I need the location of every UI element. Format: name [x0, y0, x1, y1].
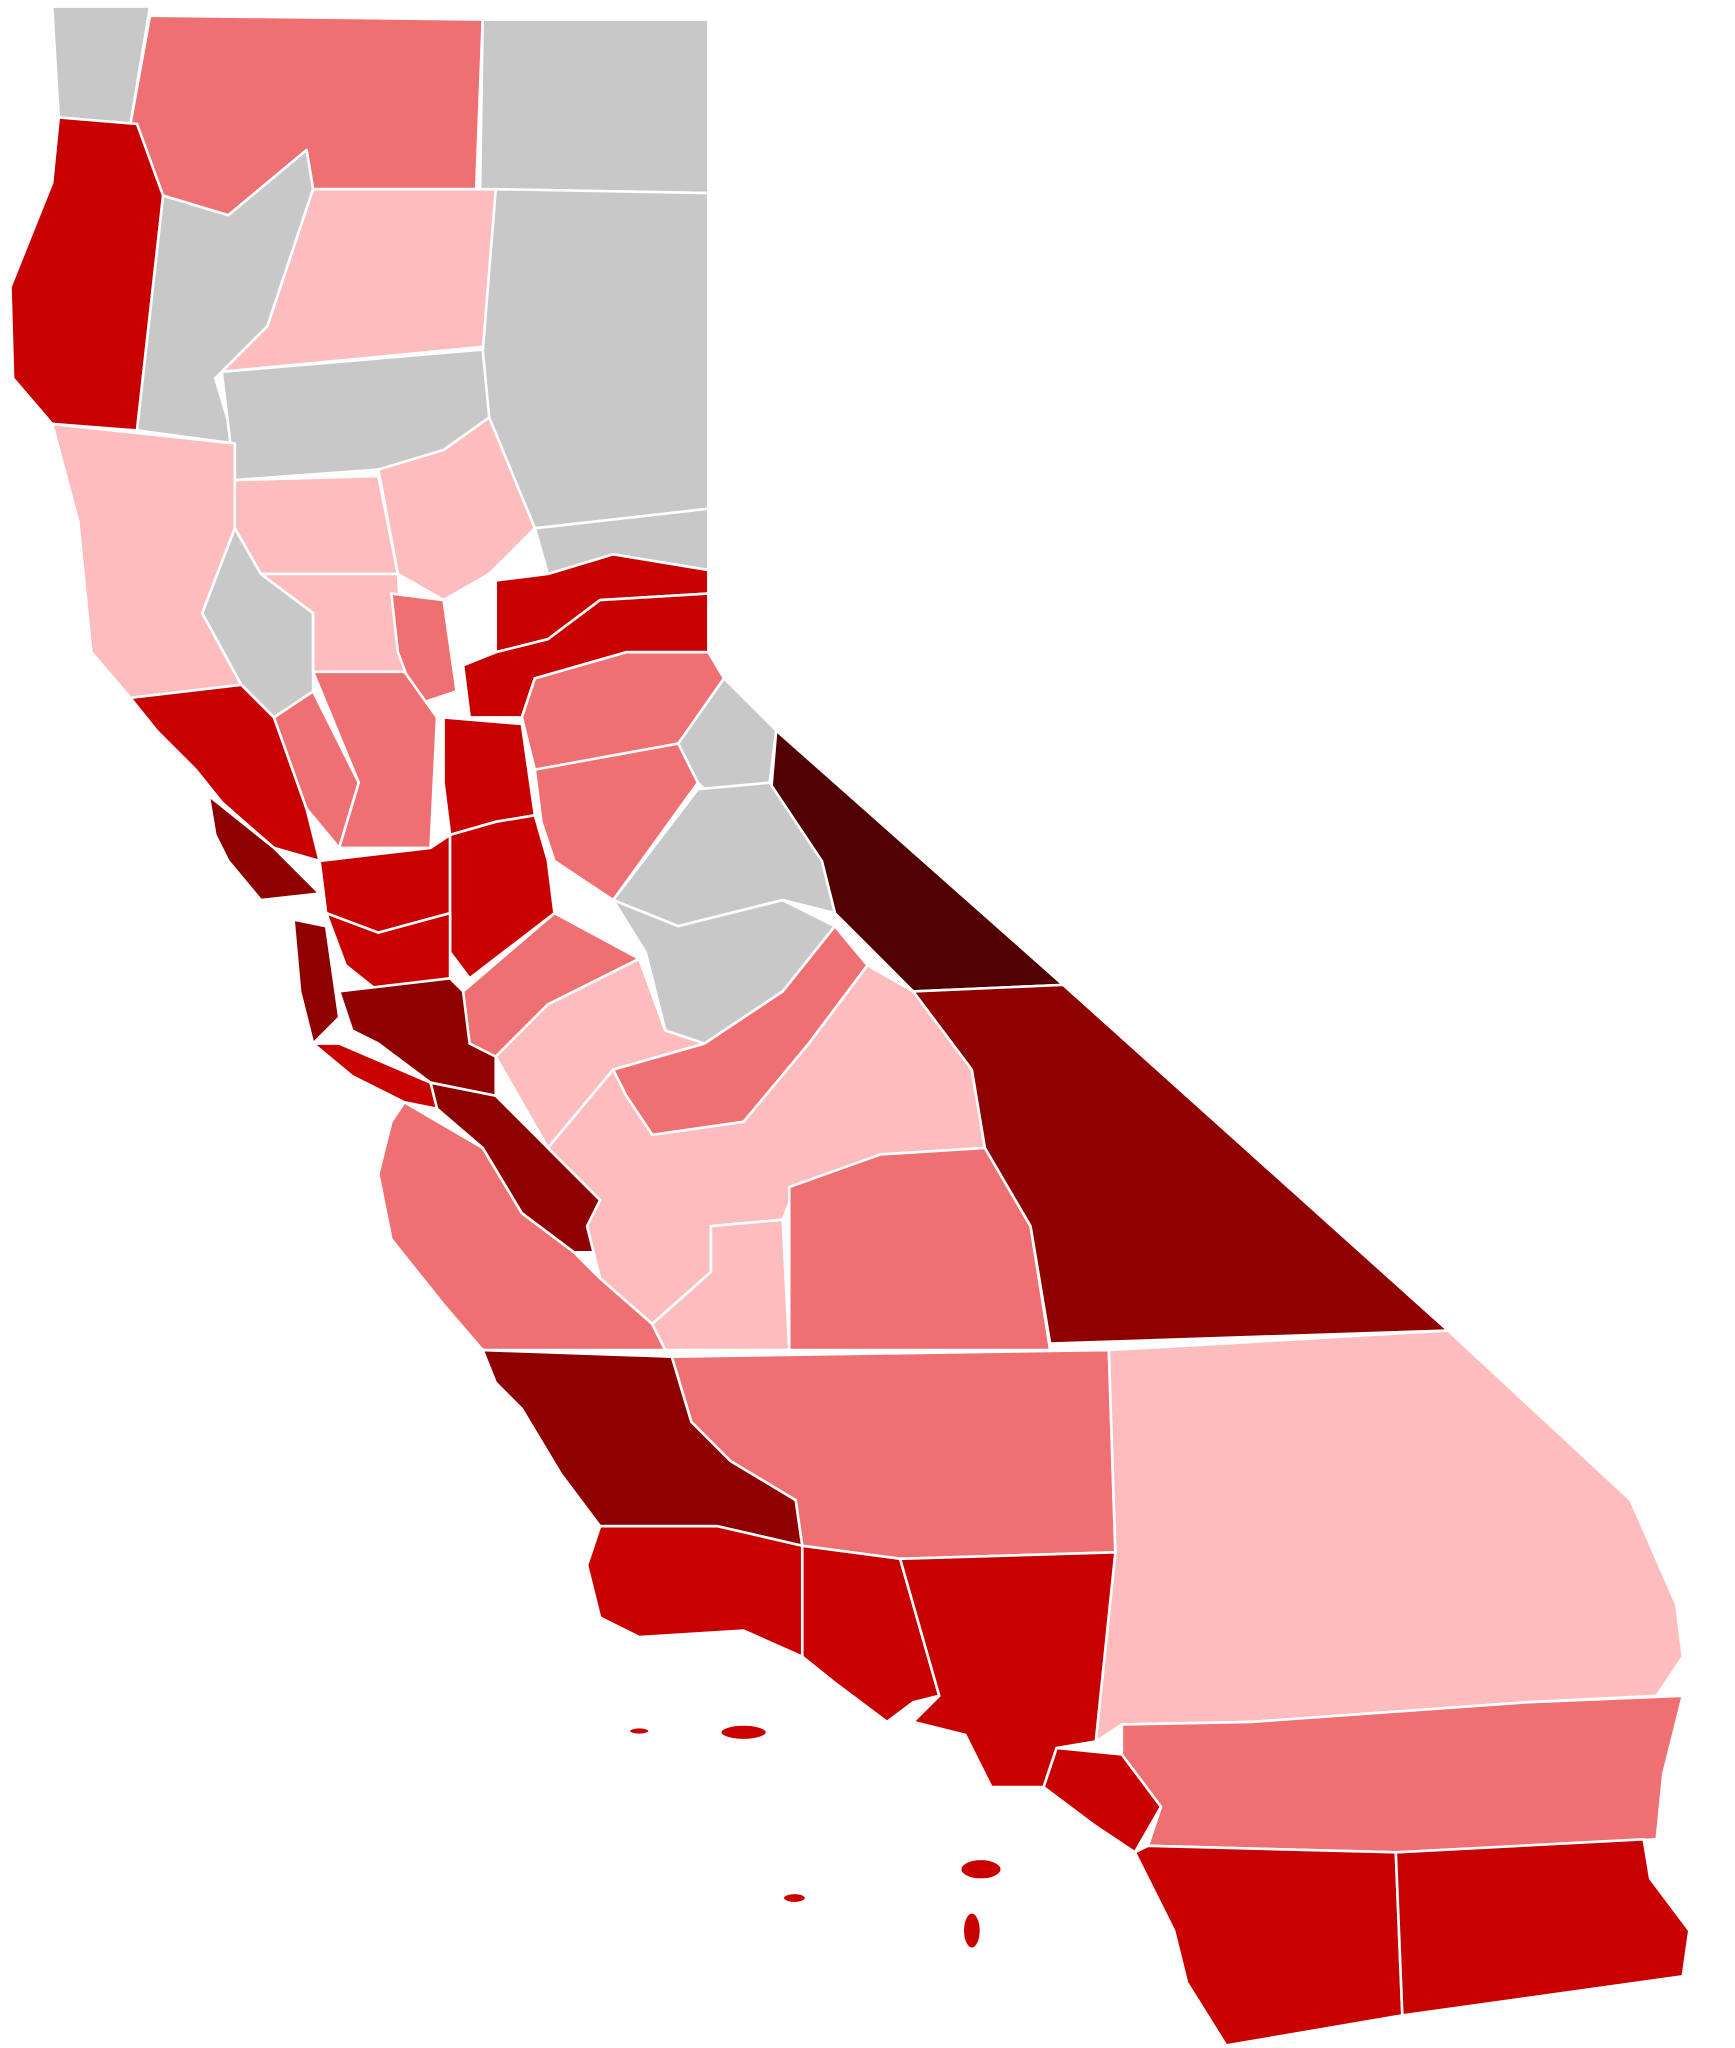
county: [220, 187, 498, 374]
island: [718, 1723, 769, 1742]
county: [481, 187, 710, 530]
county: [911, 983, 1450, 1345]
county: [9, 116, 165, 432]
county: [1120, 1694, 1685, 1854]
island: [781, 1891, 808, 1905]
county: [50, 422, 243, 700]
county: [1094, 1329, 1685, 1743]
county: [585, 1524, 804, 1658]
county: [478, 18, 710, 195]
county: [233, 474, 400, 576]
county: [650, 1218, 791, 1352]
island: [961, 1911, 983, 1951]
county: [377, 416, 537, 602]
county: [1394, 1837, 1691, 2017]
counties: [9, 5, 1691, 2047]
county: [448, 813, 556, 980]
island: [627, 1725, 651, 1737]
county: [898, 1551, 1117, 1789]
county: [429, 1081, 602, 1254]
island: [958, 1857, 1004, 1882]
county: [1133, 1844, 1404, 2047]
county: [207, 794, 321, 902]
county: [311, 1042, 439, 1111]
county: [292, 918, 341, 1045]
county: [129, 683, 321, 863]
